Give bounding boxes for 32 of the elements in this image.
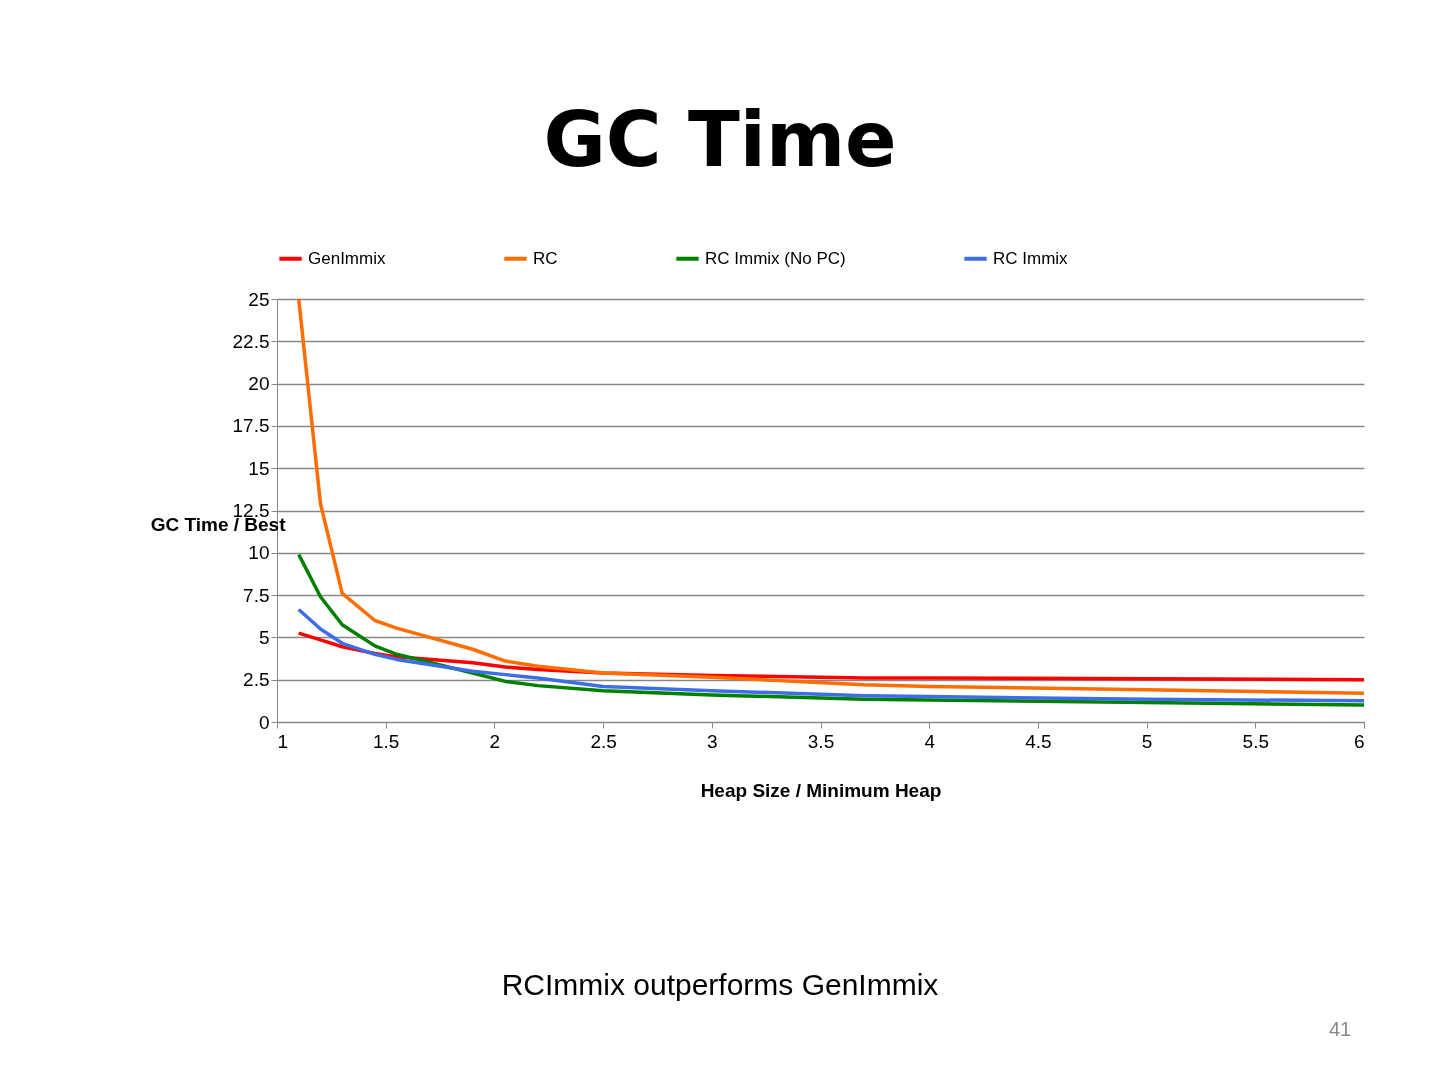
y-tick-label: 0 — [258, 711, 270, 733]
y-tick-label: 15 — [248, 457, 270, 479]
x-tick-label: 3.5 — [807, 730, 835, 752]
x-tick-label: 4 — [924, 730, 936, 752]
y-tick-label: 17.5 — [232, 415, 270, 437]
x-tick-label: 3 — [707, 730, 718, 752]
x-tick-label: 2.5 — [590, 730, 617, 752]
y-tick-label: 20 — [248, 373, 270, 395]
x-tick-label: 4.5 — [1025, 730, 1052, 752]
legend-label: RC Immix — [993, 248, 1069, 268]
chart-title: GC Time — [542, 95, 898, 184]
y-tick-label: 2.5 — [243, 669, 270, 691]
text: RCImmix outperforms GenImmix — [500, 968, 940, 1002]
x-tick-label: 1 — [277, 730, 289, 752]
legend-label: RC Immix (No PC) — [705, 248, 846, 268]
x-tick-label: 6 — [1353, 730, 1365, 752]
line-series — [296, 552, 1366, 707]
x-axis-title: Heap Size / Minimum Heap — [700, 779, 942, 801]
x-tick-label: 5.5 — [1242, 730, 1270, 752]
y-tick-label: 25 — [248, 288, 270, 310]
legend-label: GenImmix — [308, 248, 386, 268]
text: 41 — [1327, 1018, 1353, 1041]
y-tick-label: 7.5 — [243, 584, 270, 606]
y-tick-label: 22.5 — [232, 330, 270, 352]
x-tick-label: 1.5 — [372, 730, 400, 752]
line-series — [296, 297, 1366, 695]
x-tick-label: 5 — [1141, 730, 1153, 752]
y-tick-label: 5 — [258, 626, 270, 648]
line-series — [296, 607, 1366, 703]
x-tick-label: 2 — [489, 730, 501, 752]
legend-label: RC — [533, 248, 558, 268]
y-tick-label: 10 — [248, 542, 270, 564]
